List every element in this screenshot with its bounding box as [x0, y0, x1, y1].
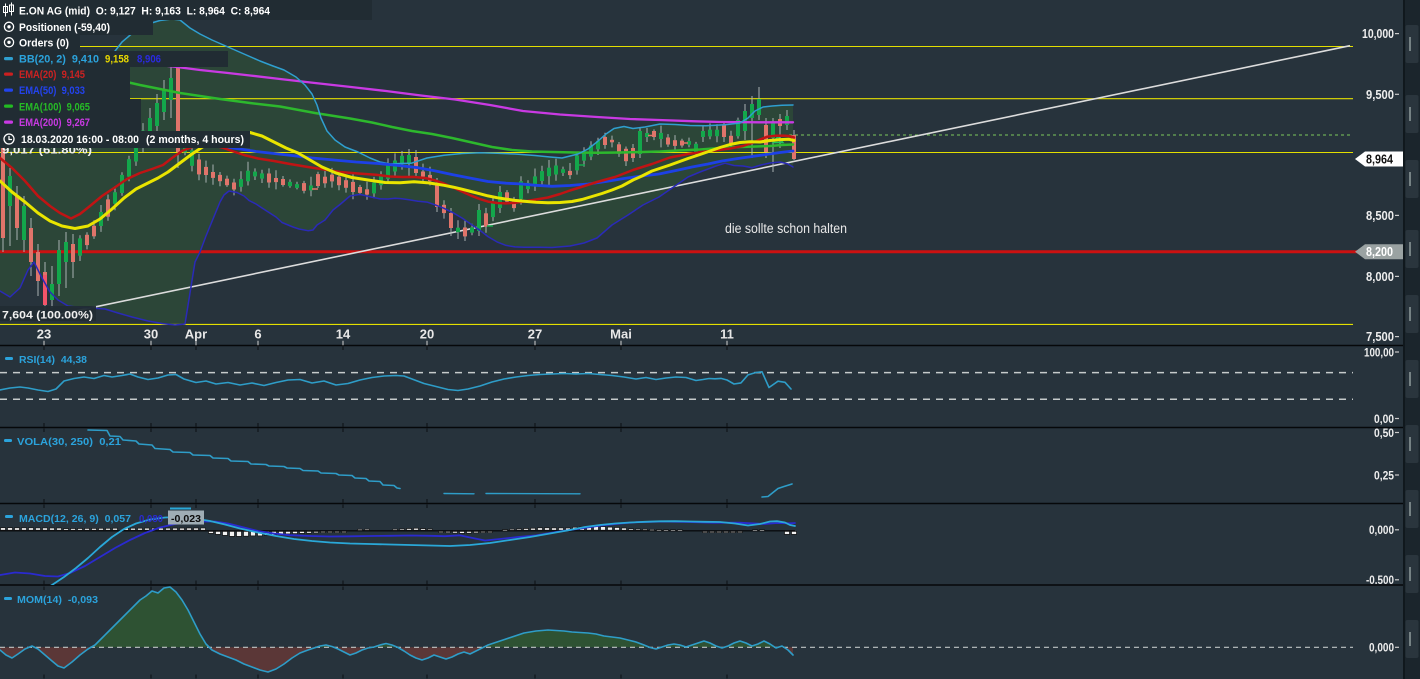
- svg-text:(2 months, 4 hours): (2 months, 4 hours): [146, 134, 244, 146]
- svg-text:9,500: 9,500: [1366, 88, 1394, 102]
- svg-text:E.ON AG (mid) O: 9,127 H: 9,: E.ON AG (mid) O: 9,127 H: 9,163 L: 8,964…: [19, 6, 271, 18]
- svg-text:11: 11: [720, 327, 734, 342]
- svg-text:Mai: Mai: [610, 327, 632, 342]
- svg-text:-0,023: -0,023: [171, 513, 201, 525]
- svg-text:-0.500: -0.500: [1366, 573, 1394, 587]
- svg-text:6: 6: [254, 327, 261, 342]
- svg-text:7,500: 7,500: [1366, 330, 1394, 344]
- svg-text:10,000: 10,000: [1362, 27, 1394, 41]
- svg-text:8,200: 8,200: [1366, 245, 1393, 259]
- svg-text:0,080: 0,080: [139, 513, 163, 525]
- svg-text:EMA(50) 9,033: EMA(50) 9,033: [19, 85, 85, 97]
- svg-text:EMA(20) 9,145: EMA(20) 9,145: [19, 69, 85, 81]
- svg-text:Apr: Apr: [185, 327, 207, 342]
- svg-text:14: 14: [336, 327, 351, 342]
- svg-text:RSI(14) 44,38: RSI(14) 44,38: [19, 354, 87, 366]
- svg-text:100,00: 100,00: [1364, 346, 1394, 360]
- svg-text:VOLA(30, 250) 0,21: VOLA(30, 250) 0,21: [17, 436, 121, 448]
- svg-text:20: 20: [420, 327, 434, 342]
- svg-text:0,000: 0,000: [1369, 641, 1394, 655]
- svg-text:die sollte schon halten: die sollte schon halten: [725, 221, 847, 236]
- svg-text:EMA(200) 9,267: EMA(200) 9,267: [19, 117, 90, 129]
- svg-text:MACD(12, 26, 9) 0,057: MACD(12, 26, 9) 0,057: [19, 513, 131, 525]
- svg-text:7,604 (100.00%): 7,604 (100.00%): [2, 310, 93, 322]
- svg-text:8,964: 8,964: [1366, 153, 1393, 167]
- svg-text:23: 23: [37, 327, 51, 342]
- svg-text:30: 30: [144, 327, 158, 342]
- svg-text:MOM(14) -0,093: MOM(14) -0,093: [17, 594, 98, 606]
- svg-text:0,000: 0,000: [1369, 523, 1394, 537]
- svg-text:Orders (0): Orders (0): [19, 38, 69, 50]
- svg-text:0,50: 0,50: [1374, 426, 1394, 440]
- svg-text:8,500: 8,500: [1366, 209, 1394, 223]
- svg-text:BB(20, 2) 9,410: BB(20, 2) 9,410: [19, 54, 99, 66]
- svg-text:9,158: 9,158: [105, 54, 129, 66]
- svg-text:0,00: 0,00: [1374, 412, 1394, 426]
- svg-text:8,000: 8,000: [1366, 270, 1394, 284]
- svg-text:Positionen (-59,40): Positionen (-59,40): [19, 22, 110, 34]
- svg-text:8,906: 8,906: [137, 54, 161, 66]
- svg-text:18.03.2020 16:00 - 08:00: 18.03.2020 16:00 - 08:00: [21, 134, 139, 146]
- svg-text:EMA(100) 9,065: EMA(100) 9,065: [19, 102, 90, 114]
- svg-text:27: 27: [528, 327, 542, 342]
- svg-text:0,25: 0,25: [1374, 469, 1394, 483]
